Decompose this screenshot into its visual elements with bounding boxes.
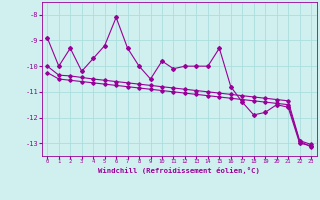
X-axis label: Windchill (Refroidissement éolien,°C): Windchill (Refroidissement éolien,°C)	[98, 167, 260, 174]
